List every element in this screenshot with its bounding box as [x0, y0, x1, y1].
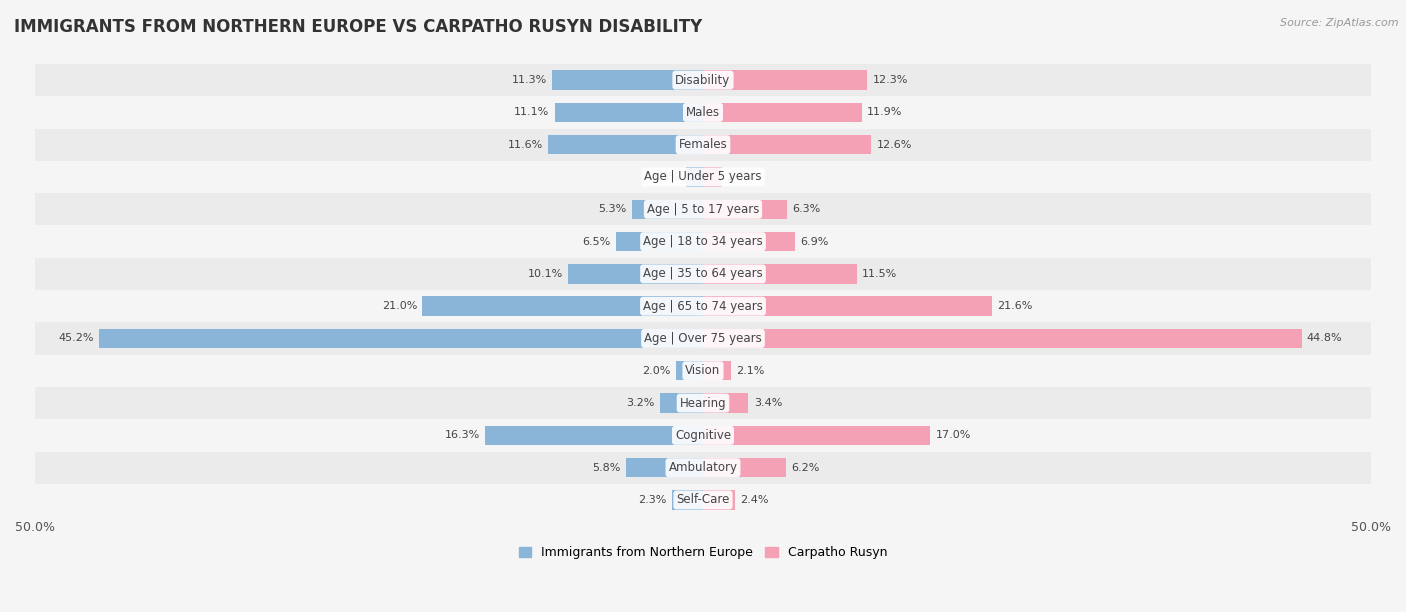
Text: Females: Females: [679, 138, 727, 151]
Bar: [485, 426, 703, 445]
Bar: [568, 264, 703, 283]
Bar: [35, 419, 1371, 452]
Legend: Immigrants from Northern Europe, Carpatho Rusyn: Immigrants from Northern Europe, Carpath…: [513, 541, 893, 564]
Text: 1.3%: 1.3%: [652, 172, 681, 182]
Text: Age | Under 5 years: Age | Under 5 years: [644, 171, 762, 184]
Text: Males: Males: [686, 106, 720, 119]
Text: 11.3%: 11.3%: [512, 75, 547, 85]
Bar: [676, 361, 703, 381]
Text: 6.2%: 6.2%: [792, 463, 820, 472]
Bar: [35, 161, 1371, 193]
Text: 11.1%: 11.1%: [515, 107, 550, 118]
Text: 2.1%: 2.1%: [737, 366, 765, 376]
Bar: [616, 232, 703, 252]
Text: 10.1%: 10.1%: [527, 269, 562, 279]
Bar: [703, 361, 731, 381]
Text: 21.6%: 21.6%: [997, 301, 1032, 311]
Bar: [703, 329, 1302, 348]
Bar: [555, 103, 703, 122]
Text: IMMIGRANTS FROM NORTHERN EUROPE VS CARPATHO RUSYN DISABILITY: IMMIGRANTS FROM NORTHERN EUROPE VS CARPA…: [14, 18, 703, 36]
Text: 11.9%: 11.9%: [868, 107, 903, 118]
Text: Cognitive: Cognitive: [675, 429, 731, 442]
Text: 12.3%: 12.3%: [873, 75, 908, 85]
Bar: [703, 296, 991, 316]
Bar: [672, 490, 703, 510]
Bar: [703, 232, 796, 252]
Text: 6.3%: 6.3%: [793, 204, 821, 214]
Bar: [548, 135, 703, 154]
Bar: [703, 458, 786, 477]
Bar: [422, 296, 703, 316]
Bar: [35, 484, 1371, 516]
Bar: [686, 167, 703, 187]
Text: 5.3%: 5.3%: [599, 204, 627, 214]
Bar: [35, 64, 1371, 96]
Bar: [100, 329, 703, 348]
Bar: [35, 96, 1371, 129]
Text: 5.8%: 5.8%: [592, 463, 620, 472]
Text: 45.2%: 45.2%: [58, 334, 94, 343]
Bar: [35, 193, 1371, 225]
Bar: [35, 290, 1371, 323]
Bar: [703, 426, 931, 445]
Text: Disability: Disability: [675, 73, 731, 87]
Text: Age | Over 75 years: Age | Over 75 years: [644, 332, 762, 345]
Text: Ambulatory: Ambulatory: [668, 461, 738, 474]
Bar: [35, 387, 1371, 419]
Text: 2.3%: 2.3%: [638, 495, 666, 505]
Bar: [703, 70, 868, 90]
Bar: [553, 70, 703, 90]
Bar: [35, 258, 1371, 290]
Bar: [703, 135, 872, 154]
Bar: [703, 264, 856, 283]
Text: Vision: Vision: [685, 364, 721, 377]
Bar: [703, 490, 735, 510]
Text: Hearing: Hearing: [679, 397, 727, 409]
Bar: [35, 225, 1371, 258]
Bar: [703, 394, 748, 412]
Bar: [703, 103, 862, 122]
Text: 6.5%: 6.5%: [582, 237, 610, 247]
Bar: [35, 354, 1371, 387]
Text: Age | 65 to 74 years: Age | 65 to 74 years: [643, 300, 763, 313]
Text: 2.0%: 2.0%: [643, 366, 671, 376]
Text: Self-Care: Self-Care: [676, 493, 730, 507]
Text: 17.0%: 17.0%: [935, 430, 970, 441]
Text: 11.5%: 11.5%: [862, 269, 897, 279]
Text: 3.4%: 3.4%: [754, 398, 782, 408]
Bar: [703, 167, 721, 187]
Bar: [703, 200, 787, 219]
Text: 11.6%: 11.6%: [508, 140, 543, 150]
Text: 12.6%: 12.6%: [877, 140, 912, 150]
Text: Age | 18 to 34 years: Age | 18 to 34 years: [643, 235, 763, 248]
Text: 21.0%: 21.0%: [381, 301, 418, 311]
Bar: [626, 458, 703, 477]
Text: Age | 5 to 17 years: Age | 5 to 17 years: [647, 203, 759, 216]
Text: 3.2%: 3.2%: [627, 398, 655, 408]
Bar: [633, 200, 703, 219]
Text: Source: ZipAtlas.com: Source: ZipAtlas.com: [1281, 18, 1399, 28]
Text: 16.3%: 16.3%: [444, 430, 479, 441]
Text: 1.4%: 1.4%: [727, 172, 755, 182]
Text: 6.9%: 6.9%: [800, 237, 830, 247]
Bar: [35, 452, 1371, 484]
Text: 44.8%: 44.8%: [1306, 334, 1343, 343]
Text: Age | 35 to 64 years: Age | 35 to 64 years: [643, 267, 763, 280]
Bar: [35, 323, 1371, 354]
Bar: [661, 394, 703, 412]
Text: 2.4%: 2.4%: [741, 495, 769, 505]
Bar: [35, 129, 1371, 161]
